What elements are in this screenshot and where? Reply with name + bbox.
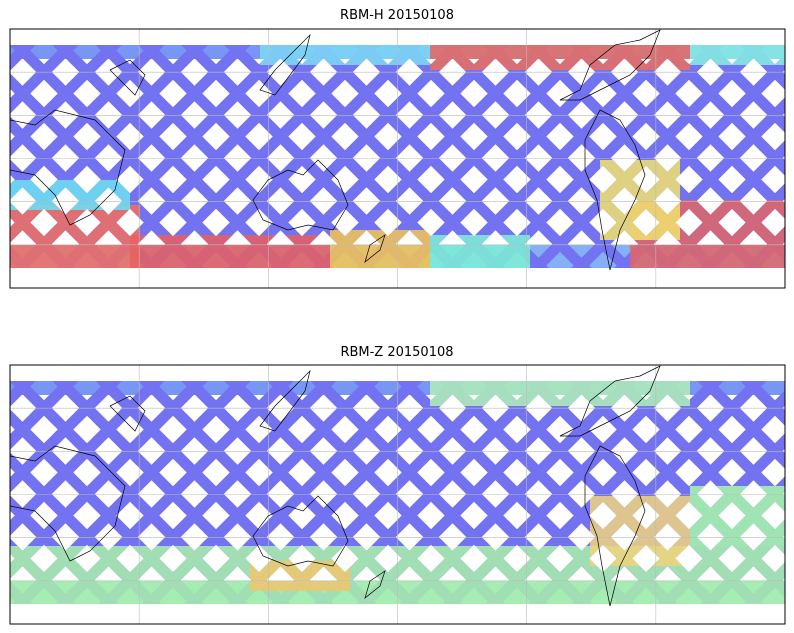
- coastline: [9, 109, 126, 226]
- swath-hot-layer: [260, 45, 430, 65]
- coastline: [584, 445, 646, 607]
- swath-hot-layer: [430, 381, 690, 406]
- coastline: [109, 59, 146, 96]
- coastline: [364, 234, 386, 263]
- swath-hot-layer: [690, 45, 785, 65]
- coastline: [9, 445, 126, 562]
- map-frame: [9, 28, 786, 289]
- coastline: [259, 369, 311, 432]
- coastline: [252, 159, 349, 231]
- coastline: [259, 33, 311, 96]
- coastline: [252, 495, 349, 567]
- panel-title: RBM-Z 20150108: [340, 345, 453, 360]
- coastline: [559, 29, 661, 101]
- coastline: [364, 570, 386, 599]
- polar-band: [260, 45, 430, 59]
- coastline: [559, 365, 661, 437]
- map-panel: [9, 28, 786, 289]
- map-frame: [9, 364, 786, 625]
- coastline: [584, 109, 646, 271]
- map-panel: [9, 364, 786, 625]
- coastline: [109, 395, 146, 432]
- panel-title: RBM-H 20150108: [340, 8, 454, 23]
- swath-hot-layer: [430, 45, 690, 70]
